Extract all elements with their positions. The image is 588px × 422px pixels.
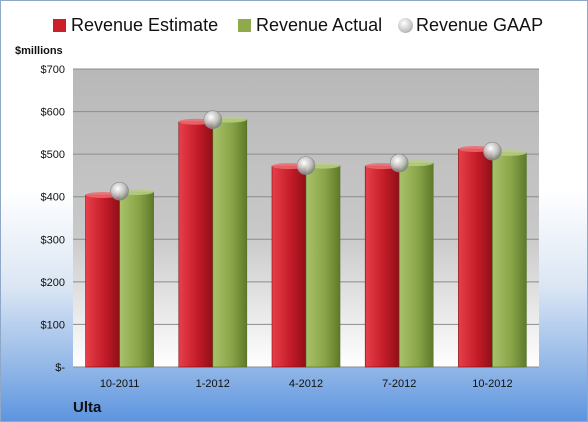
marker-revenue-gaap [483, 141, 502, 161]
bar-revenue-actual [492, 152, 527, 368]
y-axis-label: $millions [15, 45, 63, 57]
legend-swatch-estimate [53, 19, 66, 32]
bar-revenue-estimate [271, 165, 307, 368]
legend-label-gaap: Revenue GAAP [416, 15, 544, 35]
y-tick-label: $500 [41, 149, 65, 161]
bar-revenue-actual [119, 191, 154, 368]
x-tick-label: 10-2012 [472, 378, 512, 390]
bar-revenue-actual [212, 119, 248, 368]
y-tick-label: $100 [41, 319, 65, 331]
legend-swatch-actual [238, 19, 251, 32]
x-tick-label: 4-2012 [289, 378, 323, 390]
legend-label-actual: Revenue Actual [256, 15, 383, 35]
x-tick-label: 1-2012 [196, 378, 230, 390]
bar-revenue-estimate [364, 165, 400, 368]
marker-revenue-gaap [203, 110, 223, 129]
y-tick-label: $- [55, 362, 65, 374]
y-tick-label: $600 [41, 107, 65, 119]
bar-revenue-actual [398, 162, 434, 368]
x-tick-label: 10-2011 [100, 378, 140, 390]
marker-revenue-gaap [110, 181, 129, 201]
legend-swatch-gaap [398, 18, 413, 33]
legend: Revenue Estimate Revenue Actual Revenue … [1, 15, 588, 45]
bar-revenue-estimate [458, 148, 493, 368]
x-tick-label: 7-2012 [382, 378, 416, 390]
marker-revenue-gaap [389, 153, 409, 173]
bar-revenue-estimate [178, 121, 214, 368]
company-name: Ulta [73, 399, 102, 416]
y-tick-label: $700 [41, 64, 65, 76]
legend-label-estimate: Revenue Estimate [71, 15, 219, 35]
y-tick-label: $300 [41, 234, 65, 246]
marker-revenue-gaap [296, 156, 316, 175]
bar-revenue-actual [305, 165, 341, 368]
y-tick-label: $200 [41, 277, 65, 289]
y-tick-label: $400 [41, 192, 65, 204]
bar-revenue-estimate [85, 194, 120, 368]
